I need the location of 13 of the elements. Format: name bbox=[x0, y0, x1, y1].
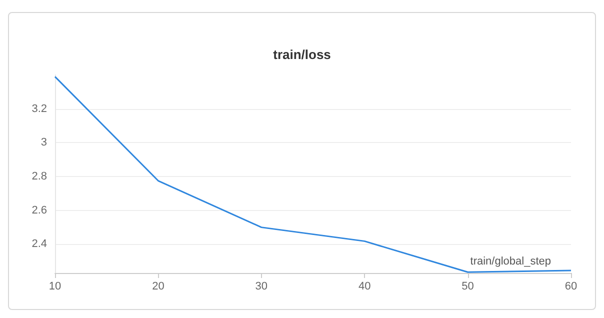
chart-title: train/loss bbox=[273, 47, 331, 62]
x-tick-label: 20 bbox=[152, 280, 164, 292]
x-tick-label: 50 bbox=[462, 280, 474, 292]
y-tick-label: 2.8 bbox=[32, 170, 47, 183]
y-tick-label: 3 bbox=[40, 136, 47, 149]
y-tick-label: 2.4 bbox=[32, 238, 47, 250]
x-tick-label: 40 bbox=[358, 280, 371, 292]
y-tick-label: 2.6 bbox=[32, 204, 47, 216]
y-tick-label: 3.2 bbox=[32, 102, 47, 115]
x-tick-label: 60 bbox=[564, 280, 578, 292]
x-axis-title: train/global_step bbox=[470, 256, 551, 268]
x-tick-label: 30 bbox=[255, 280, 268, 292]
x-tick-label: 10 bbox=[48, 280, 62, 292]
